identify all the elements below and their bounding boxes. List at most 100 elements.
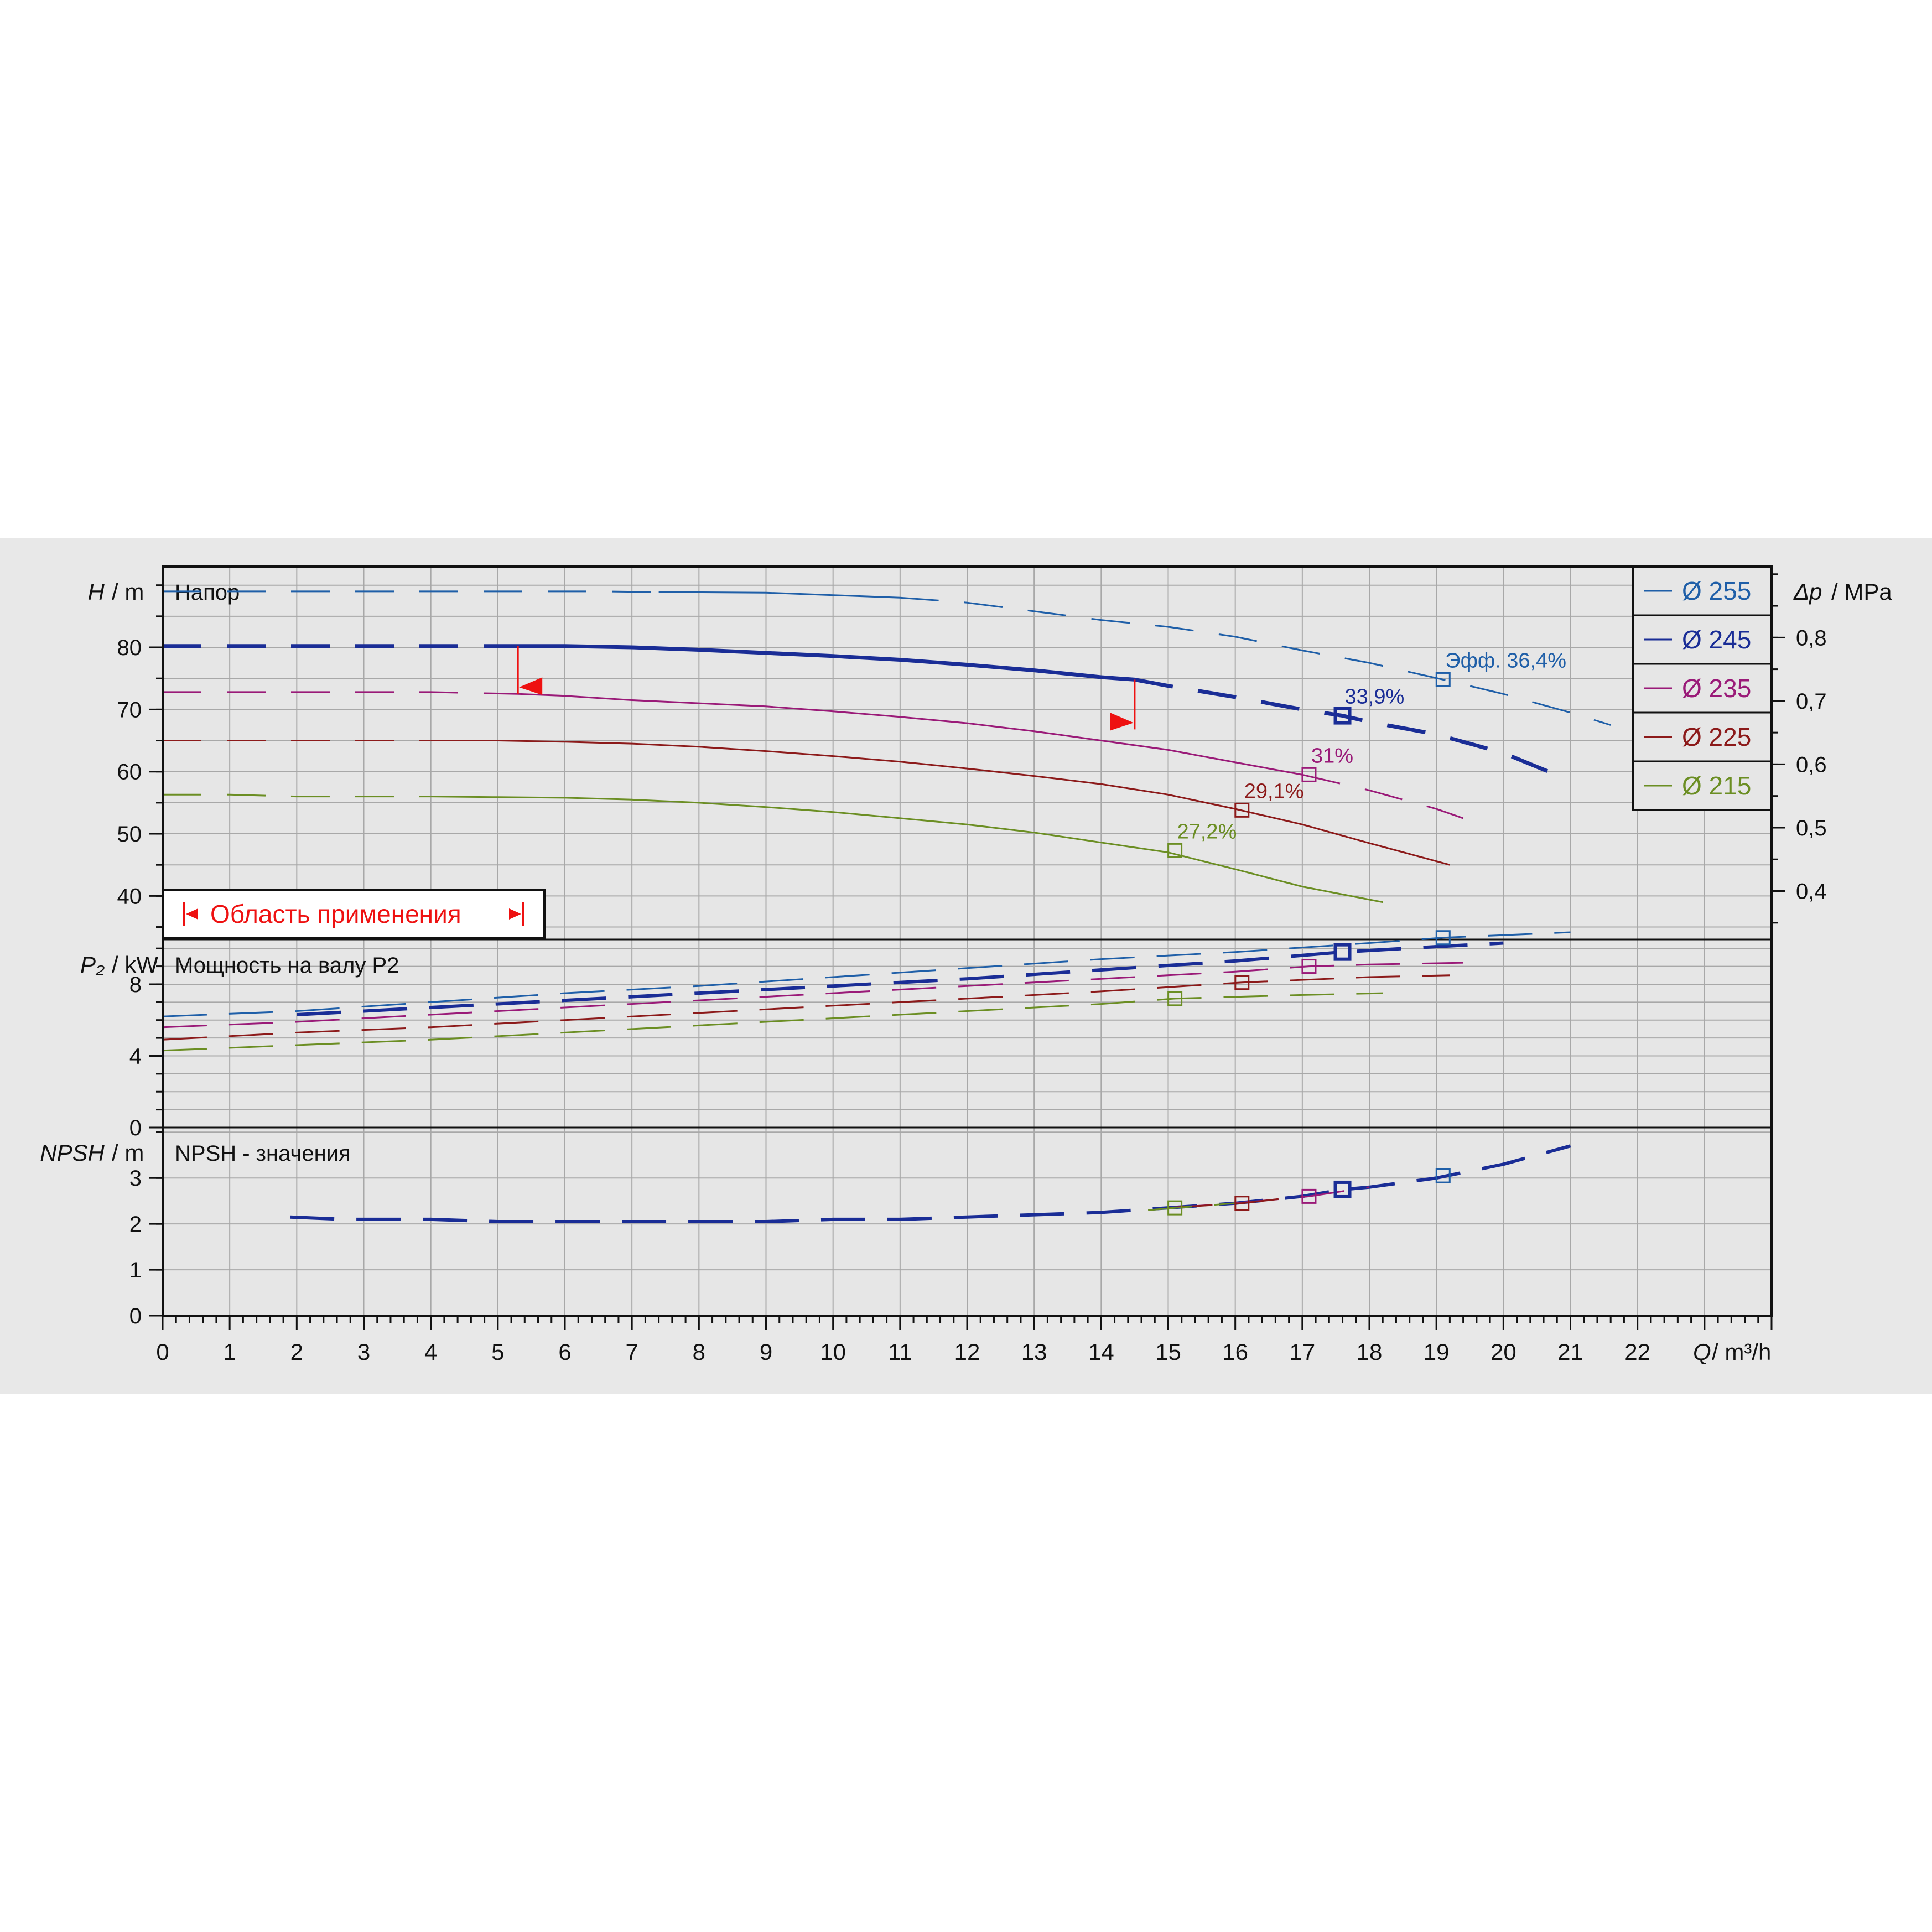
- head-curve-dashed-end: [1134, 677, 1565, 780]
- x-tick-label: 17: [1289, 1339, 1315, 1365]
- npsh-curve: [290, 1144, 1571, 1223]
- efficiency-marker: [1167, 843, 1183, 858]
- x-axis-label: Q: [1693, 1339, 1711, 1365]
- efficiency-marker: [1301, 767, 1317, 782]
- range-legend-right-arrow: [509, 908, 521, 920]
- right-tick-label: 0,5: [1796, 816, 1827, 840]
- efficiency-marker: [1435, 1168, 1451, 1183]
- y-axis-label: NPSH: [40, 1140, 105, 1166]
- y-tick-label: 70: [117, 698, 142, 722]
- efficiency-label: 33,9%: [1345, 685, 1405, 709]
- efficiency-marker: [1333, 707, 1352, 725]
- efficiency-marker: [1167, 991, 1183, 1006]
- x-axis-unit: / m³/h: [1712, 1339, 1771, 1365]
- efficiency-marker: [1167, 1200, 1183, 1216]
- efficiency-marker: [1435, 930, 1451, 946]
- range-marker-left-arrow: [519, 677, 543, 695]
- x-tick-label: 5: [491, 1339, 504, 1365]
- x-tick-label: 8: [693, 1339, 705, 1365]
- x-tick-label: 1: [223, 1339, 236, 1365]
- panel-title: NPSH - значения: [175, 1141, 351, 1166]
- y-tick-label: 8: [129, 973, 142, 997]
- efficiency-marker: [1435, 672, 1451, 687]
- right-axis-label: Δp: [1793, 579, 1822, 605]
- head-curve: [518, 644, 1135, 682]
- x-tick-label: 0: [156, 1339, 169, 1365]
- y-tick-label: 3: [129, 1166, 142, 1191]
- y-tick-label: 4: [129, 1044, 142, 1068]
- right-axis-unit: / MPa: [1831, 579, 1892, 605]
- y-tick-label: 0: [129, 1304, 142, 1328]
- pump-performance-panel: 40 50 60 70 80 H / m Напор Эфф. 36,4% 33,9% 31% 29,…: [0, 538, 1932, 1394]
- efficiency-marker: [1234, 802, 1250, 818]
- y-axis-label: H: [88, 579, 105, 605]
- head-curve-dashed-start: [163, 590, 659, 593]
- y-tick-label: 50: [117, 822, 142, 846]
- x-tick-label: 10: [820, 1339, 846, 1365]
- efficiency-marker: [1234, 975, 1250, 990]
- x-tick-label: 11: [888, 1339, 912, 1365]
- x-tick-label: 21: [1557, 1339, 1583, 1365]
- x-tick-label: 14: [1088, 1339, 1114, 1365]
- efficiency-label: Эфф. 36,4%: [1445, 649, 1566, 672]
- x-tick-label: 22: [1624, 1339, 1650, 1365]
- x-tick-label: 9: [760, 1339, 772, 1365]
- panel-title: Мощность на валу P2: [175, 953, 399, 978]
- efficiency-label: 29,1%: [1244, 780, 1304, 803]
- head-curve-dashed-start: [163, 793, 431, 798]
- x-tick-label: 2: [290, 1339, 303, 1365]
- x-tick-label: 15: [1155, 1339, 1181, 1365]
- right-tick-label: 0,7: [1796, 689, 1827, 714]
- right-tick-label: 0,4: [1796, 880, 1827, 904]
- efficiency-marker: [1333, 1180, 1352, 1198]
- power-curve: [162, 962, 1463, 1029]
- range-marker-right-arrow: [1110, 713, 1134, 731]
- npsh-curve: [1147, 1202, 1235, 1211]
- x-tick-label: 13: [1021, 1339, 1047, 1365]
- panel-title: Напор: [175, 580, 240, 605]
- y-axis-label: P₂: [80, 952, 105, 978]
- x-tick-label: 20: [1490, 1339, 1516, 1365]
- range-legend-text: Область применения: [210, 900, 461, 928]
- y-tick-label: 2: [129, 1212, 142, 1237]
- y-tick-label: 1: [129, 1258, 142, 1282]
- right-tick-label: 0,8: [1796, 626, 1827, 650]
- x-tick-label: 3: [357, 1339, 370, 1365]
- y-tick-label: 60: [117, 760, 142, 785]
- legend-entry: Ø 245: [1682, 625, 1751, 654]
- power-curve: [162, 992, 1383, 1052]
- efficiency-marker: [1234, 1196, 1250, 1211]
- x-tick-label: 19: [1424, 1339, 1450, 1365]
- efficiency-label: 31%: [1311, 744, 1353, 767]
- efficiency-label: 27,2%: [1177, 820, 1237, 843]
- y-tick-label: 40: [117, 884, 142, 908]
- npsh-curve: [1168, 1195, 1302, 1209]
- range-legend-left-arrow: [186, 908, 198, 920]
- head-curve-dashed-end: [1302, 773, 1464, 819]
- y-axis-unit: / m: [112, 579, 144, 605]
- legend-entry: Ø 225: [1682, 723, 1751, 751]
- legend-entry: Ø 255: [1682, 577, 1751, 605]
- power-curve: [162, 931, 1571, 1017]
- efficiency-marker: [1301, 959, 1317, 974]
- efficiency-marker: [1301, 1188, 1317, 1204]
- head-curve-dashed-start: [163, 691, 518, 695]
- y-tick-label: 80: [117, 636, 142, 660]
- power-curve: [297, 941, 1504, 1016]
- head-curve: [518, 693, 1303, 776]
- legend-entry: Ø 235: [1682, 674, 1751, 703]
- y-axis-unit: / m: [112, 1140, 144, 1166]
- x-tick-label: 12: [954, 1339, 980, 1365]
- right-tick-label: 0,6: [1796, 752, 1827, 777]
- x-tick-label: 6: [558, 1339, 571, 1365]
- x-tick-label: 16: [1222, 1339, 1248, 1365]
- head-curve: [430, 796, 1383, 903]
- efficiency-marker: [1333, 943, 1352, 961]
- x-tick-label: 7: [625, 1339, 638, 1365]
- power-curve: [162, 974, 1450, 1041]
- x-tick-label: 18: [1357, 1339, 1383, 1365]
- y-axis-unit: / kW: [112, 952, 158, 978]
- head-curve: [430, 740, 1450, 866]
- head-curve: [658, 591, 900, 599]
